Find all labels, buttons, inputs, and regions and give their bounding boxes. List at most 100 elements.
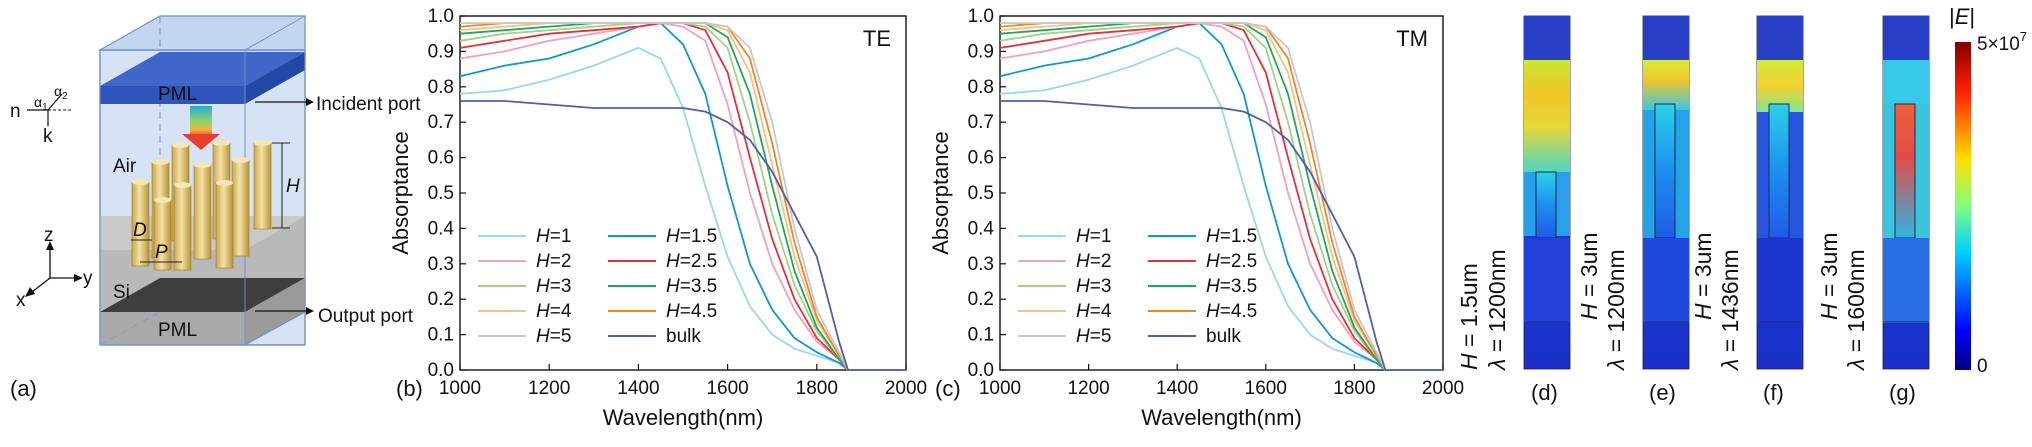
alpha1-label: α1 [34,94,48,113]
legend-label: H=5 [1076,326,1111,347]
legend-label: bulk [666,326,701,347]
series-line [460,100,906,371]
y-tick-label: 0.6 [428,148,454,169]
legend-label: H=1.5 [666,226,717,247]
panel-label-e: (e) [1649,380,1676,405]
y-tick-label: 0.3 [428,254,454,275]
period-label: P [155,242,168,263]
legend-label: H=4.5 [1206,301,1257,322]
colorbar [1955,42,1971,370]
series-line [1000,22,1443,371]
field-label-e-h: H = 3um [1576,232,1602,320]
y-tick-label: 0.0 [968,360,994,381]
series-line [999,22,1443,371]
x-tick-label: 1800 [796,378,838,399]
y-tick-label: 0.4 [428,218,455,239]
panel-label-d: (d) [1531,380,1558,405]
x-tick-label: 1000 [979,378,1021,399]
chart-te: 1000 1200 1400 1600 1800 2000 0.0 0.1 0.2 0.3 0.4 0… [388,6,927,430]
panel-label-a: (a) [10,376,37,401]
legend-label: H=2.5 [1206,251,1257,272]
legend-label: H=1 [1076,226,1111,247]
x-tick-label: 1200 [1067,378,1109,399]
y-axis-title: Absorptance [388,131,413,255]
y-tick-label: 0.1 [428,325,454,346]
y-tick-label: 0.2 [968,289,994,310]
x-tick-label: 2000 [1422,378,1464,399]
incident-arrow-icon [190,106,212,136]
air-label: Air [113,156,137,177]
panel-label-f: (f) [1763,380,1784,405]
panel-label-g: (g) [1889,380,1916,405]
height-label: H [286,176,300,197]
output-plane [100,278,305,312]
x-tick-label: 1600 [1245,378,1287,399]
axis-x-label: x [16,290,26,311]
pml-top-label: PML [158,84,197,105]
y-tick-label: 0.4 [968,218,995,239]
legend-label: H=5 [536,326,571,347]
incident-port-label: Incident port [316,94,421,115]
chart-tm: 1000 1200 1400 1600 1800 2000 0.0 0.1 0.2 0.3 0.4 0… [928,6,1464,430]
y-tick-label: 0.5 [428,183,454,204]
field-label-e-lambda: λ = 1200nm [1603,249,1629,372]
si-label: Si [113,282,130,303]
field-label-d-h: H = 1.5um [1456,263,1482,370]
x-tick-label: 1800 [1333,378,1375,399]
pml-top-slab-top [100,52,305,86]
x-tick-label: 1000 [439,378,481,399]
series-line [999,22,1443,371]
x-axis-title: Wavelength(nm) [1141,405,1302,430]
series-line [459,22,906,371]
alpha2-label: α2 [54,83,68,102]
y-tick-label: 0.9 [428,41,454,62]
y-axis-title: Absorptance [928,131,953,255]
y-tick-label: 0.0 [428,360,454,381]
y-tick-label: 1.0 [428,6,454,27]
field-map-e [1642,15,1690,370]
diameter-label: D [133,220,147,241]
x-tick-label: 1400 [1156,378,1198,399]
y-tick-label: 0.9 [968,41,994,62]
legend-label: bulk [1206,326,1241,347]
polarization-label: TE [863,26,891,51]
field-map-g [1882,15,1930,370]
legend-label: H=3 [536,276,571,297]
y-tick-label: 0.5 [968,183,994,204]
y-tick-label: 0.3 [968,254,994,275]
y-tick-label: 0.8 [968,77,994,98]
field-label-d-lambda: λ = 1200nm [1484,249,1510,372]
y-tick-label: 0.6 [968,148,994,169]
field-map-d [1523,15,1571,370]
x-tick-label: 1600 [706,378,748,399]
y-tick-label: 0.7 [428,112,454,133]
colorbar-min-label: 0 [1977,356,1988,377]
panel-label-b: (b) [396,376,423,401]
axis-y-label: y [83,268,93,289]
pml-bottom-slab [100,312,245,345]
legend-label: H=1 [536,226,571,247]
y-tick-label: 0.7 [968,112,994,133]
nanopillar-array [131,140,272,271]
field-label-g-h: H = 3um [1816,232,1842,320]
pml-top-slab-front [100,86,245,104]
angle-diagram: n k α1 α2 [10,83,72,147]
panel-label-c: (c) [935,376,961,401]
axis-z-label: z [44,225,54,246]
normal-label: n [10,101,21,122]
x-axis-title: Wavelength(nm) [603,405,764,430]
legend-label: H=3 [1076,276,1111,297]
legend-label: H=4.5 [666,301,717,322]
y-tick-label: 0.8 [428,77,454,98]
legend-label: H=3.5 [666,276,717,297]
colorbar-max-label: 5×107 [1977,29,2027,55]
schematic-panel: H D P PML Air Si PML Incident port Outpu… [10,15,421,401]
colorbar-title: |E| [1949,4,1975,29]
field-label-g-lambda: λ = 1600nm [1843,249,1869,372]
legend-label: H=2.5 [666,251,717,272]
legend-label: H=1.5 [1206,226,1257,247]
legend-label: H=2 [1076,251,1111,272]
coordinate-axes-icon: z y x [16,225,93,311]
